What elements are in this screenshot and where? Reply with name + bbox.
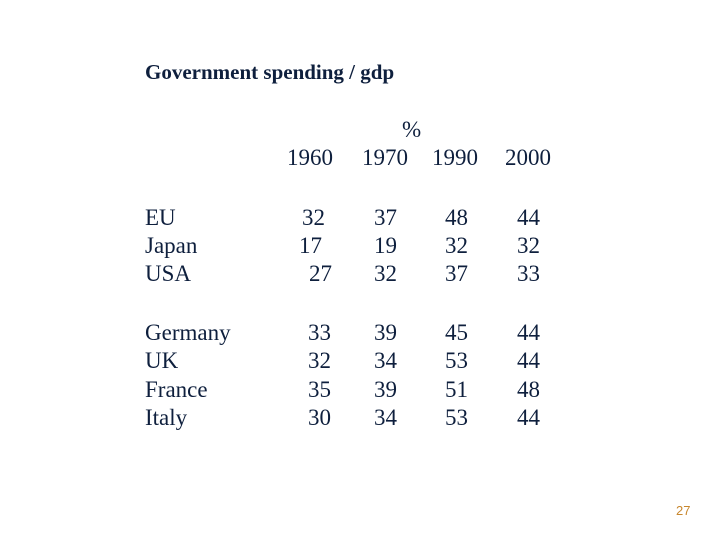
table-cell: 19 [374, 233, 397, 258]
row-label: France [145, 377, 208, 402]
table-cell: 48 [517, 377, 540, 402]
year-header-1970: 1970 [362, 145, 408, 170]
table-cell: 30 [308, 405, 331, 430]
table-cell: 44 [517, 320, 540, 345]
table-cell: 32 [308, 348, 331, 373]
table-cell: 33 [308, 320, 331, 345]
table-cell: 32 [445, 233, 468, 258]
row-label: Japan [145, 233, 198, 258]
table-cell: 34 [374, 405, 397, 430]
table-cell: 27 [309, 261, 332, 286]
table-cell: 33 [517, 261, 540, 286]
table-cell: 37 [374, 205, 397, 230]
table-cell: 32 [374, 261, 397, 286]
page-number: 27 [676, 503, 691, 518]
table-cell: 45 [445, 320, 468, 345]
row-label: UK [145, 348, 179, 373]
year-header-2000: 2000 [505, 145, 551, 170]
table-cell: 17 [299, 233, 322, 258]
row-label: EU [145, 205, 176, 230]
table-cell: 32 [517, 233, 540, 258]
row-label: Italy [145, 405, 188, 430]
year-header-1960: 1960 [287, 145, 333, 170]
year-header-1990: 1990 [432, 145, 478, 170]
row-label: USA [145, 261, 192, 286]
table-cell: 44 [517, 205, 540, 230]
table-cell: 44 [517, 348, 540, 373]
table-cell: 35 [308, 377, 331, 402]
table-cell: 32 [302, 205, 325, 230]
row-label: Germany [145, 320, 231, 345]
table-cell: 39 [374, 320, 397, 345]
table-cell: 39 [374, 377, 397, 402]
table-cell: 53 [445, 405, 468, 430]
table-cell: 48 [445, 205, 468, 230]
slide-title: Government spending / gdp [145, 60, 395, 84]
table-cell: 34 [374, 348, 397, 373]
unit-label: % [402, 117, 422, 142]
table-cell: 51 [445, 377, 468, 402]
table-cell: 53 [445, 348, 468, 373]
table-cell: 44 [517, 405, 540, 430]
table-cell: 37 [445, 261, 468, 286]
